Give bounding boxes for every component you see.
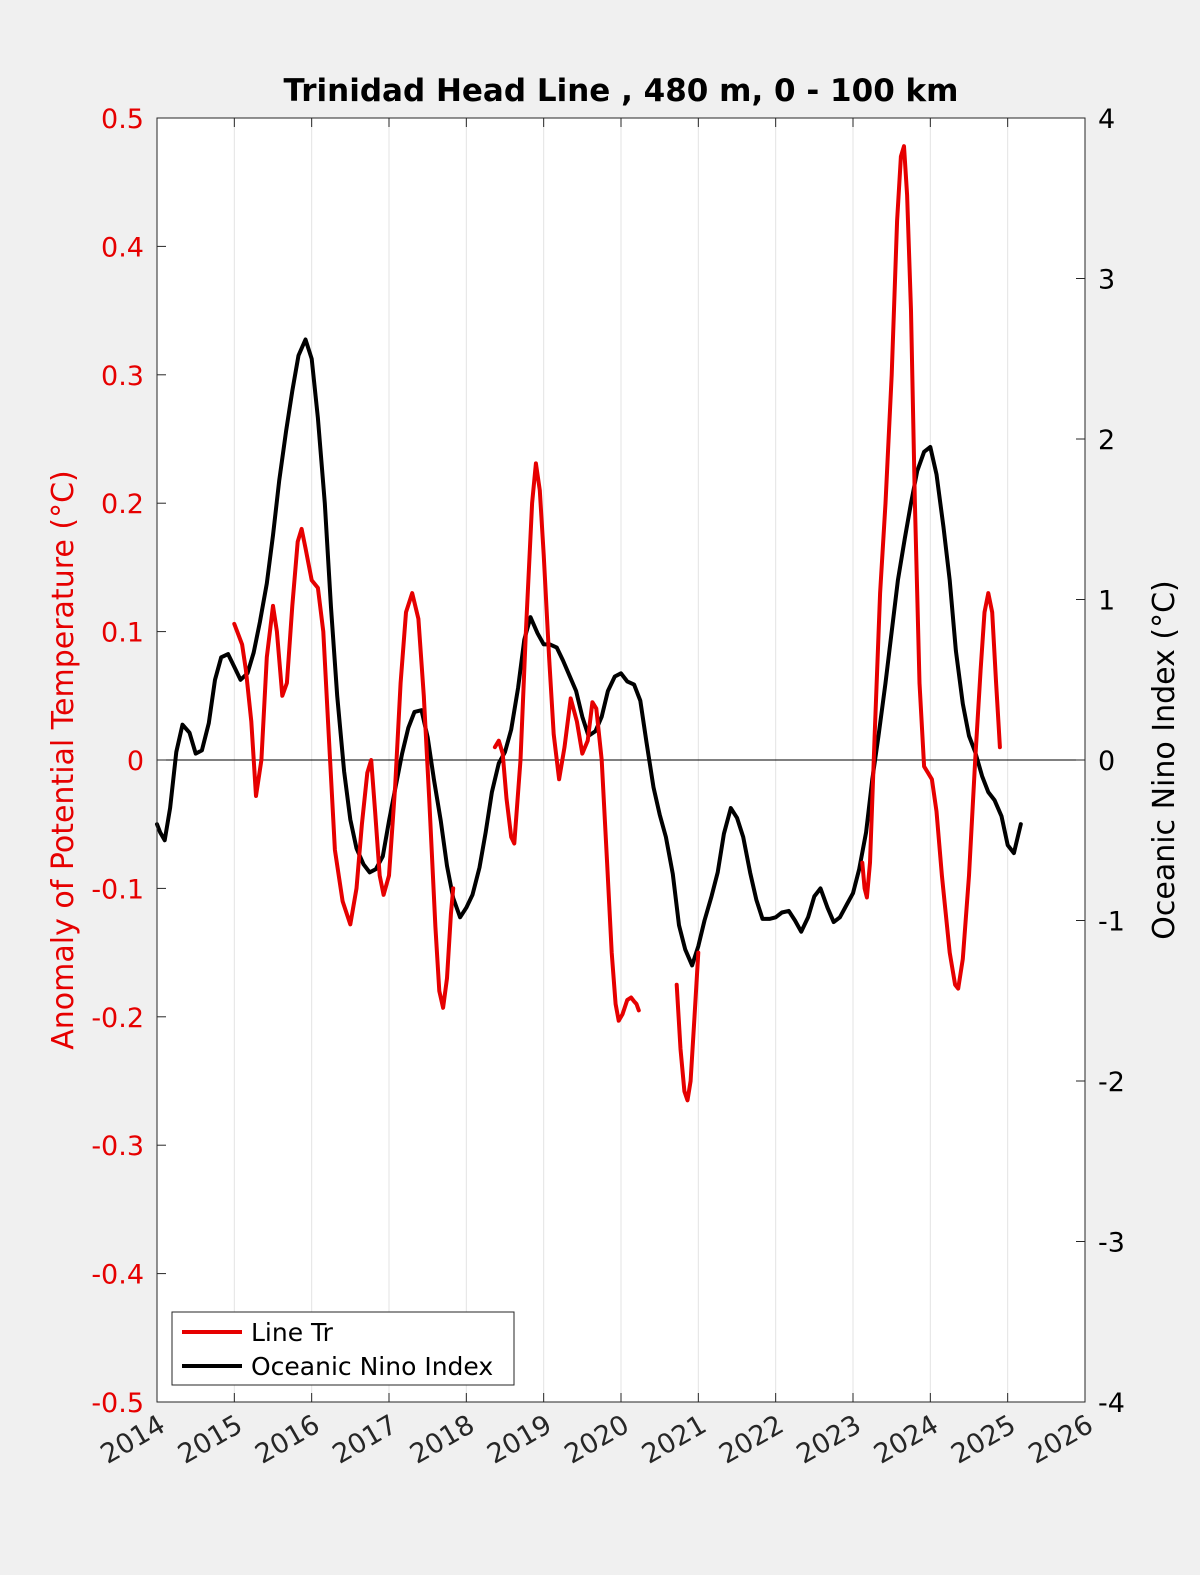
y-axis-left-label: Anomaly of Potential Temperature (°C) — [46, 470, 81, 1049]
line-tr-series — [232, 526, 456, 1010]
chart-title: Trinidad Head Line , 480 m, 0 - 100 km — [284, 73, 959, 109]
legend-label-line-tr: Line Tr — [251, 1318, 334, 1347]
y-left-tick-label: 0.2 — [101, 489, 144, 520]
legend-box — [171, 1311, 515, 1386]
y-right-tick-label: 0 — [1098, 746, 1115, 777]
y-right-tick-label: 1 — [1098, 586, 1115, 617]
y-axis-left: -0.5 -0.4 -0.3 -0.2 -0.1 0 0.1 0.2 0.3 0.4 0.5 — [91, 104, 166, 1419]
line-tr-series — [492, 461, 641, 1023]
y-right-tick-label: -3 — [1098, 1228, 1125, 1259]
y-left-tick-label: 0 — [127, 746, 144, 777]
y-axis-right: -4 -3 -2 -1 0 1 2 3 4 — [1076, 104, 1125, 1419]
line-tr-series — [674, 950, 701, 1103]
legend: Line Tr Oceanic Nino Index — [171, 1311, 515, 1386]
y-left-tick-label: -0.1 — [91, 874, 144, 905]
y-right-tick-label: -4 — [1098, 1388, 1125, 1419]
y-right-tick-label: 4 — [1098, 104, 1115, 135]
y-right-tick-label: -2 — [1098, 1067, 1125, 1098]
legend-label-oni: Oceanic Nino Index — [251, 1352, 493, 1381]
y-left-tick-label: 0.3 — [101, 361, 144, 392]
y-left-tick-label: -0.2 — [91, 1003, 144, 1034]
series-layer — [155, 144, 1023, 1103]
y-left-tick-label: 0.4 — [101, 232, 144, 263]
y-right-tick-label: -1 — [1098, 907, 1125, 938]
y-left-tick-label: -0.5 — [91, 1388, 144, 1419]
y-left-tick-label: 0.1 — [101, 618, 144, 649]
y-left-tick-label: -0.4 — [91, 1260, 144, 1291]
y-left-tick-label: 0.5 — [101, 104, 144, 135]
y-right-tick-label: 3 — [1098, 265, 1115, 296]
y-right-tick-label: 2 — [1098, 425, 1115, 456]
line-tr-series — [860, 144, 1002, 991]
y-axis-right-label: Oceanic Nino Index (°C) — [1147, 580, 1182, 940]
y-left-tick-label: -0.3 — [91, 1131, 144, 1162]
